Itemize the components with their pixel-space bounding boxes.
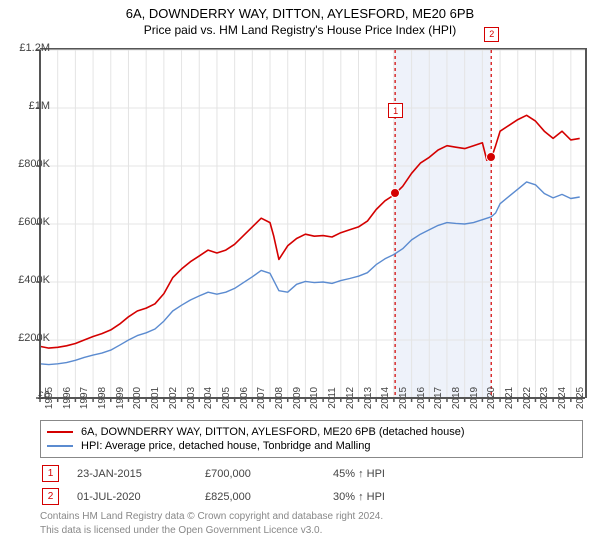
y-axis-label: £200K (5, 332, 50, 344)
y-axis-label: £1.2M (5, 42, 50, 54)
legend-item: 6A, DOWNDERRY WAY, DITTON, AYLESFORD, ME… (47, 425, 576, 439)
x-axis-label: 2007 (256, 387, 267, 409)
footer-attribution: Contains HM Land Registry data © Crown c… (40, 510, 383, 537)
x-axis-label: 2025 (575, 387, 586, 409)
x-axis-label: 2008 (274, 387, 285, 409)
annotation-row: 2 01-JUL-2020 £825,000 30% ↑ HPI (40, 485, 585, 508)
x-axis-label: 2016 (416, 387, 427, 409)
y-axis-label: £400K (5, 274, 50, 286)
x-axis-label: 2000 (132, 387, 143, 409)
x-axis-label: 2019 (469, 387, 480, 409)
annotation-date: 01-JUL-2020 (77, 491, 187, 503)
chart-subtitle: Price paid vs. HM Land Registry's House … (0, 21, 600, 37)
annotation-hpi: 30% ↑ HPI (333, 491, 443, 503)
x-axis-label: 1997 (79, 387, 90, 409)
annotation-marker: 1 (42, 465, 59, 482)
chart-area (40, 48, 587, 398)
x-axis-label: 2004 (203, 387, 214, 409)
x-axis-label: 2011 (327, 387, 338, 409)
chart-svg (40, 50, 585, 398)
annotation-table: 1 23-JAN-2015 £700,000 45% ↑ HPI 2 01-JUL-202… (40, 462, 585, 508)
legend-label: 6A, DOWNDERRY WAY, DITTON, AYLESFORD, ME… (81, 426, 465, 438)
x-axis-label: 2018 (451, 387, 462, 409)
chart-title: 6A, DOWNDERRY WAY, DITTON, AYLESFORD, ME… (0, 0, 600, 21)
x-axis-label: 2014 (380, 387, 391, 409)
legend-item: HPI: Average price, detached house, Tonb… (47, 439, 576, 453)
annotation-marker: 2 (42, 488, 59, 505)
x-axis-label: 2010 (309, 387, 320, 409)
x-axis-label: 2003 (186, 387, 197, 409)
x-axis-label: 2022 (522, 387, 533, 409)
annotation-hpi: 45% ↑ HPI (333, 468, 443, 480)
legend-swatch (47, 431, 73, 433)
x-axis-label: 2005 (221, 387, 232, 409)
annotation-date: 23-JAN-2015 (77, 468, 187, 480)
y-axis-label: £1M (5, 100, 50, 112)
y-axis-label: £800K (5, 158, 50, 170)
x-axis-label: 2020 (486, 387, 497, 409)
sale-marker-label: 1 (388, 103, 403, 118)
sale-marker-label: 2 (484, 27, 499, 42)
annotation-price: £700,000 (205, 468, 315, 480)
x-axis-label: 2023 (539, 387, 550, 409)
sale-marker-dot (486, 152, 496, 162)
x-axis-label: 2009 (292, 387, 303, 409)
footer-line-2: This data is licensed under the Open Gov… (40, 524, 383, 538)
sale-marker-dot (390, 188, 400, 198)
x-axis-label: 2006 (239, 387, 250, 409)
x-axis-label: 1999 (115, 387, 126, 409)
annotation-row: 1 23-JAN-2015 £700,000 45% ↑ HPI (40, 462, 585, 485)
x-axis-label: 2002 (168, 387, 179, 409)
x-axis-label: 2017 (433, 387, 444, 409)
x-axis-label: 1998 (97, 387, 108, 409)
legend: 6A, DOWNDERRY WAY, DITTON, AYLESFORD, ME… (40, 420, 583, 458)
x-axis-label: 2015 (398, 387, 409, 409)
x-axis-label: 2012 (345, 387, 356, 409)
x-axis-label: 2021 (504, 387, 515, 409)
annotation-price: £825,000 (205, 491, 315, 503)
x-axis-label: 2001 (150, 387, 161, 409)
legend-swatch (47, 445, 73, 447)
legend-label: HPI: Average price, detached house, Tonb… (81, 440, 370, 452)
x-axis-label: 2024 (557, 387, 568, 409)
y-axis-label: £600K (5, 216, 50, 228)
footer-line-1: Contains HM Land Registry data © Crown c… (40, 510, 383, 524)
x-axis-label: 1995 (44, 387, 55, 409)
x-axis-label: 1996 (62, 387, 73, 409)
x-axis-label: 2013 (363, 387, 374, 409)
